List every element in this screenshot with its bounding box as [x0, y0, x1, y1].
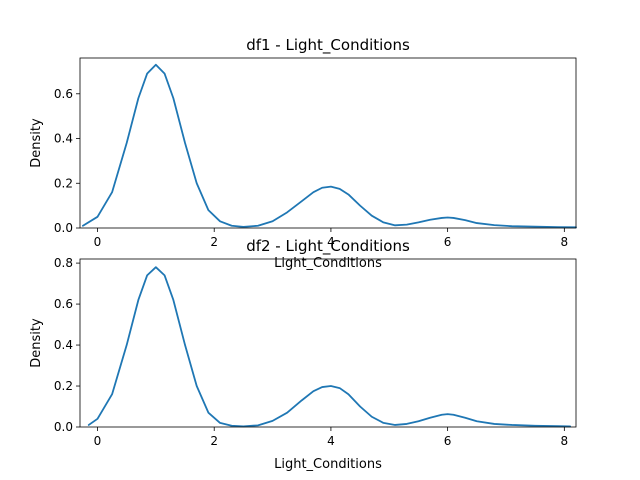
chart2-density-line: [87, 266, 572, 428]
chart1-y-axis-label: Density: [29, 118, 44, 168]
chart1-title: df1 - Light_Conditions: [246, 36, 410, 55]
chart1-x-tick-label: 2: [210, 235, 218, 249]
chart2-y-tick-label: 0.0: [54, 420, 73, 434]
chart2-y-tick-label: 0.8: [54, 256, 73, 270]
chart1-x-tick-label: 4: [327, 235, 335, 249]
chart1-y-tick-label: 0.0: [54, 221, 73, 235]
chart2-x-tick-label: 4: [327, 434, 335, 448]
chart1-density-line: [82, 63, 577, 229]
chart2-x-tick-label: 6: [444, 434, 452, 448]
chart1-y-tick-label: 0.4: [54, 132, 73, 146]
chart2-y-tick-label: 0.6: [54, 297, 73, 311]
subplot-df1: 0 2 4 6 8 0.0 0.2 0.4 0.6 Density Light_Conditions…: [29, 36, 577, 271]
chart1-y-tick-label: 0.2: [54, 176, 73, 190]
chart2-x-axis-label: Light_Conditions: [274, 457, 382, 472]
chart1-axes-frame: [79, 57, 577, 229]
subplot-df2: 0 2 4 6 8 0.0 0.2 0.4 0.6 0.8 Density Light_Conditi…: [29, 237, 577, 472]
chart1-x-tick-label: 8: [561, 235, 569, 249]
chart2-x-tick-label: 8: [561, 434, 569, 448]
chart2-y-tick-label: 0.4: [54, 338, 73, 352]
chart2-title: df2 - Light_Conditions: [246, 237, 410, 256]
chart2-y-tick-label: 0.2: [54, 379, 73, 393]
chart1-x-tick-label: 6: [444, 235, 452, 249]
chart1-x-tick-label: 0: [94, 235, 102, 249]
chart2-x-tick-label: 2: [210, 434, 218, 448]
chart2-axes-frame: [79, 258, 577, 428]
chart1-y-tick-label: 0.6: [54, 87, 73, 101]
chart1-x-axis-label: Light_Conditions: [274, 256, 382, 271]
chart2-x-tick-label: 0: [94, 434, 102, 448]
chart2-y-axis-label: Density: [29, 318, 44, 368]
